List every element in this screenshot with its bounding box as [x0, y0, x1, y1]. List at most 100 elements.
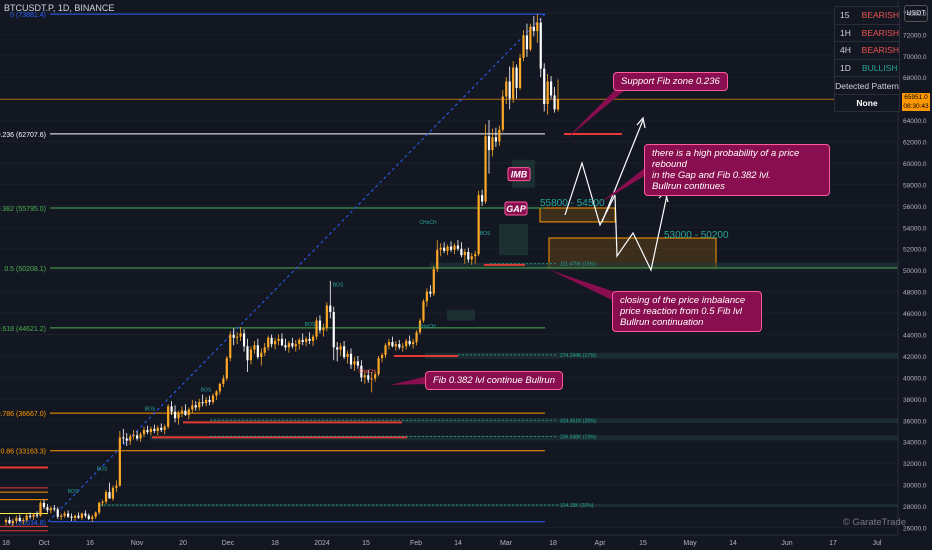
symbol-title: BTCUSDT.P, 1D, BINANCE	[4, 3, 115, 13]
candle-body	[239, 333, 242, 337]
candle-body	[412, 342, 415, 345]
fib-level-label: 0.236 (62707.6)	[0, 132, 46, 139]
annotation-imbalance: closing of the price imbalance price rea…	[612, 291, 762, 332]
candle-body	[474, 254, 477, 257]
y-tick-label: 40000.0	[903, 375, 927, 382]
candle-body	[487, 136, 491, 151]
candle-body	[25, 515, 28, 520]
candle-body	[167, 406, 170, 427]
candle-body	[401, 346, 404, 348]
candle-body	[460, 248, 463, 256]
y-tick-label: 56000.0	[903, 204, 927, 211]
y-tick-label: 44000.0	[903, 333, 927, 340]
y-tick-label: 34000.0	[903, 440, 927, 447]
fib-level-label: 0.86 (33163.3)	[0, 449, 46, 456]
candle-body	[377, 358, 380, 375]
candle-body	[556, 99, 560, 110]
candle-body	[294, 344, 297, 347]
volume-band	[100, 503, 898, 507]
y-tick-label: 36000.0	[903, 418, 927, 425]
candle-body	[491, 137, 494, 151]
range-label: 55800 - 54500	[540, 198, 605, 209]
candle-body	[415, 332, 418, 343]
candle-body	[42, 502, 46, 508]
x-tick-label: 17	[829, 540, 837, 547]
annotation-line: price reaction from 0.5 Fib lvl	[620, 306, 742, 317]
candle-body	[498, 129, 501, 142]
structure-marker: BOS	[145, 407, 156, 413]
projection-arrow	[601, 119, 644, 223]
candle-body	[208, 399, 211, 403]
y-tick-label: 50000.0	[903, 268, 927, 275]
candle-body	[225, 358, 228, 379]
candle-body	[160, 427, 163, 430]
candle-body	[263, 347, 266, 353]
candle-body	[418, 320, 422, 333]
volume-label: 206.048K (19%)	[560, 434, 596, 440]
candle-body	[308, 338, 311, 341]
candle-body	[201, 402, 204, 404]
fib-level-label: 0 (73881.4)	[10, 12, 46, 19]
candle-body	[149, 428, 152, 433]
candle-body	[232, 334, 235, 338]
zone-tag	[504, 201, 528, 216]
candle-body	[191, 405, 194, 410]
candle-body	[277, 338, 280, 341]
candle-body	[391, 342, 394, 347]
candle-body	[436, 249, 439, 270]
signal-label: BULLISH	[862, 62, 898, 73]
imbalance-zone	[447, 309, 475, 321]
candle-body	[91, 516, 94, 519]
candle-body	[270, 337, 273, 345]
candle-body	[101, 501, 104, 503]
x-tick-label: Nov	[131, 540, 144, 547]
gap-fib-zone	[539, 207, 616, 223]
candle-body	[46, 507, 49, 511]
candle-body	[536, 22, 539, 32]
candle-body	[177, 412, 180, 419]
candle-body	[187, 409, 190, 415]
candle-body	[322, 328, 325, 331]
pattern-table: 15 BEARISH 1H BEARISH 4H BEARISH 1D BULLISH …	[834, 6, 900, 112]
annotation-gap: there is a high probability of a price r…	[644, 144, 830, 196]
callout-pointer	[390, 376, 428, 385]
x-tick-label: Dec	[222, 540, 235, 547]
candle-body	[153, 428, 156, 432]
candle-body	[194, 405, 197, 408]
candle-body	[146, 429, 149, 433]
currency-button[interactable]: USDT	[904, 5, 928, 22]
candle-body	[4, 519, 8, 523]
annotation-line: Bullrun continuation	[620, 317, 704, 328]
candle-body	[439, 247, 442, 250]
x-tick-label: 16	[86, 540, 94, 547]
annotation-support: Support Fib zone 0.236	[613, 72, 728, 91]
watermark: © GarateTrade	[842, 517, 906, 528]
candle-body	[63, 513, 66, 516]
fib-trend-line	[47, 13, 546, 523]
candle-body	[339, 346, 342, 350]
y-tick-label: 28000.0	[903, 504, 927, 511]
candle-body	[136, 435, 139, 439]
volume-label: 314.19K (20%)	[560, 503, 594, 509]
candle-body	[470, 256, 473, 260]
candle-body	[553, 95, 556, 110]
fib-level-label: 0.5 (50208.1)	[4, 266, 46, 273]
candle-body	[39, 502, 42, 516]
candle-body	[205, 399, 208, 404]
candle-body	[305, 338, 308, 343]
zone-tag-label: IMB	[511, 170, 528, 180]
pattern-row: 4H BEARISH	[835, 42, 899, 60]
x-tick-label: 18	[2, 540, 10, 547]
candle-body	[325, 305, 328, 329]
structure-marker: BOS	[201, 387, 212, 393]
y-tick-label: 60000.0	[903, 161, 927, 168]
y-tick-label: 72000.0	[903, 32, 927, 39]
x-tick-label: Oct	[39, 540, 50, 547]
x-tick-label: 15	[639, 540, 647, 547]
signal-label: BEARISH	[861, 45, 899, 56]
candle-body	[429, 291, 432, 294]
volume-band	[210, 418, 898, 424]
gap-zone	[499, 224, 528, 256]
